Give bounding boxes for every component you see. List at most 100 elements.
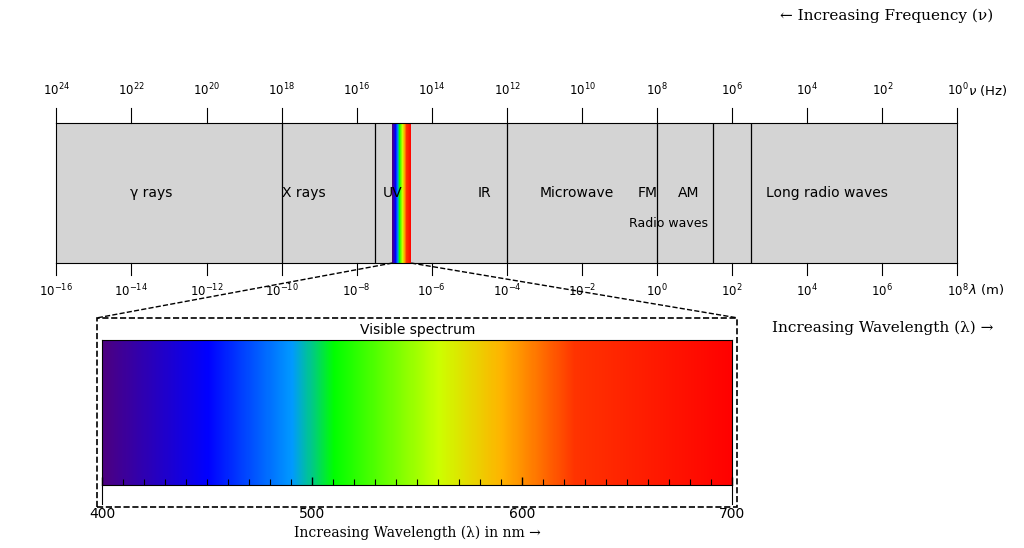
Bar [214,340,215,485]
Text: $10^{-2}$: $10^{-2}$ [567,282,596,299]
Bar [581,340,582,485]
Bar [515,340,517,485]
Bar [115,340,116,485]
Bar [475,340,477,485]
Bar [694,340,695,485]
Bar [368,340,369,485]
Bar [177,340,178,485]
Bar [387,340,388,485]
Bar [284,340,285,485]
Text: $10^{12}$: $10^{12}$ [494,82,520,99]
Bar [194,340,195,485]
Bar [341,340,342,485]
Bar [392,340,393,485]
Bar [707,340,708,485]
Bar [567,340,568,485]
Bar [314,340,315,485]
Bar [138,340,139,485]
Bar [170,340,171,485]
Bar [207,340,208,485]
Bar [118,340,119,485]
Bar [469,340,470,485]
Bar [724,340,725,485]
Bar [496,340,497,485]
Bar [210,340,211,485]
Bar [271,340,272,485]
Bar [181,340,182,485]
Bar [729,340,730,485]
Bar [196,340,197,485]
Text: UV: UV [383,186,402,200]
Bar [128,340,129,485]
Bar [682,340,683,485]
Bar [478,340,479,485]
Text: Visible spectrum: Visible spectrum [359,323,475,337]
Bar [276,340,278,485]
Bar [175,340,176,485]
Bar [505,340,506,485]
Text: $10^{-12}$: $10^{-12}$ [189,282,223,299]
Bar [701,340,702,485]
Bar [513,340,514,485]
Bar [450,340,451,485]
Bar [455,340,456,485]
Bar [575,340,577,485]
Bar [281,340,282,485]
Bar [253,340,254,485]
Bar [346,340,347,485]
Bar [319,340,321,485]
Bar [486,340,487,485]
Bar [529,340,530,485]
Bar [522,340,523,485]
Bar [716,340,717,485]
Text: Increasing Wavelength (λ) →: Increasing Wavelength (λ) → [772,321,993,335]
Bar [526,340,527,485]
Bar [163,340,164,485]
Bar [198,340,199,485]
Bar [586,340,587,485]
Bar [375,340,376,485]
Bar [200,340,202,485]
Bar [218,340,219,485]
Bar [479,340,480,485]
Bar [340,340,341,485]
Bar [270,340,271,485]
Bar [187,340,188,485]
Bar [305,340,306,485]
Bar [195,340,196,485]
Bar [669,340,670,485]
Bar [103,340,104,485]
Bar [700,340,701,485]
Bar [186,340,187,485]
Bar [458,340,459,485]
Bar [347,340,348,485]
Bar [334,340,335,485]
Bar [627,340,628,485]
Bar [288,340,289,485]
Bar [544,340,545,485]
Bar [326,340,327,485]
Bar [598,340,599,485]
Bar [119,340,120,485]
Bar [262,340,263,485]
Bar [352,340,353,485]
Bar [409,340,410,485]
Bar [612,340,613,485]
Bar [388,340,389,485]
Bar [610,340,611,485]
Bar [466,340,467,485]
Bar [501,340,502,485]
Bar [722,340,723,485]
Bar [545,340,546,485]
Bar [222,340,223,485]
Bar [566,340,567,485]
Bar [395,340,396,485]
Bar [145,340,146,485]
Bar [518,340,519,485]
Bar [172,340,173,485]
Bar [590,340,591,485]
Bar [135,340,136,485]
Bar [688,340,689,485]
Bar [147,340,148,485]
Bar [389,340,390,485]
